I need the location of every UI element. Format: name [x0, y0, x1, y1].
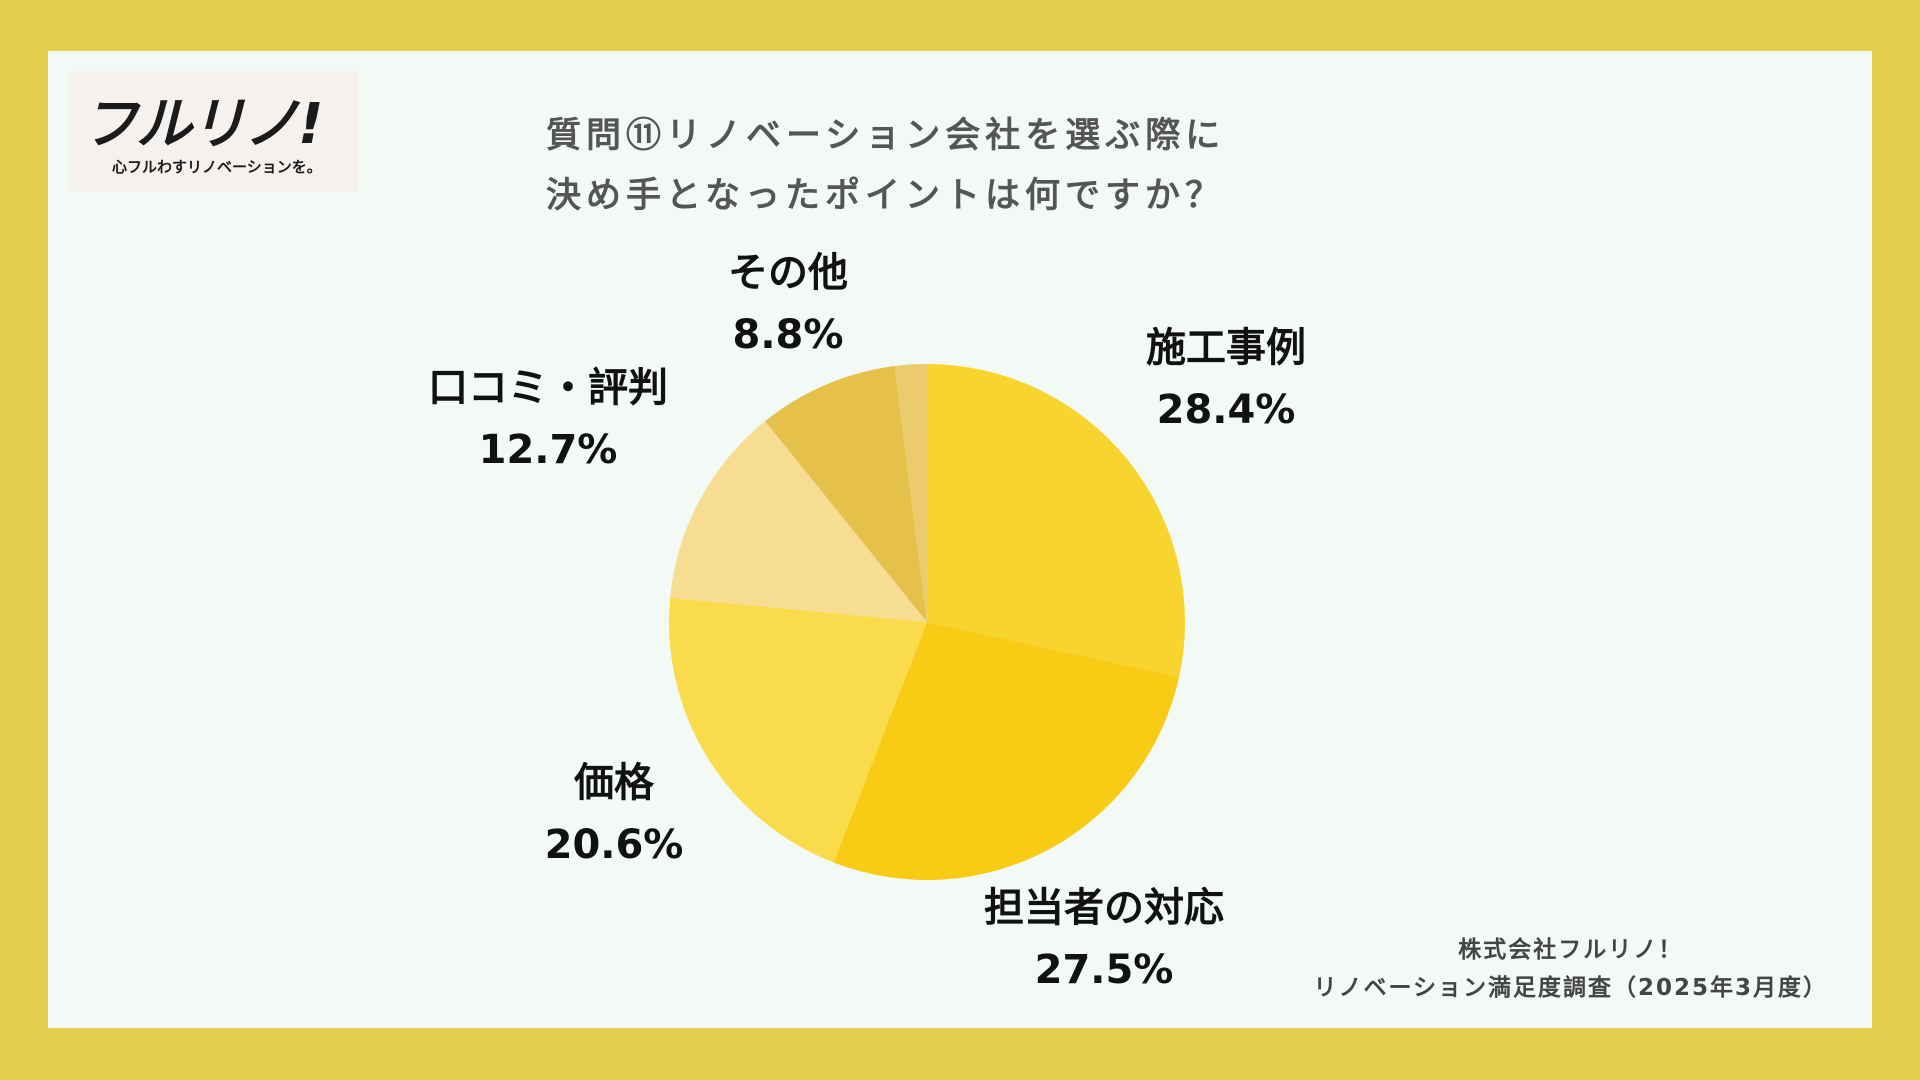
slice-value-3: 20.6%	[545, 822, 684, 868]
slice-label-1: 施工事例	[1146, 325, 1306, 371]
logo-wordmark: フルリノ!	[82, 92, 324, 157]
pie-chart: 施工事例 28.4% 担当者の対応 27.5% 価格 20.6% 口コミ・評判 12.7% その…	[428, 250, 1306, 993]
pie-slices	[669, 364, 1186, 880]
pie-slice-6	[894, 364, 927, 622]
company-logo: フルリノ! 心フルわすリノベーションを。	[68, 71, 358, 191]
chart-title-line-2: 決め手となったポイントは何ですか？	[546, 176, 1225, 216]
slice-value-4: 12.7%	[479, 427, 618, 473]
slice-value-2: 27.5%	[1035, 947, 1174, 993]
source-company: 株式会社フルリノ！	[1458, 937, 1684, 963]
pie-slice-4	[670, 421, 927, 622]
slice-label-2: 担当者の対応	[984, 885, 1224, 931]
slice-value-1: 28.4%	[1157, 387, 1296, 433]
chart-title-line-1: 質問⑪リノベーション会社を選ぶ際に	[546, 116, 1226, 156]
survey-source: 株式会社フルリノ！ リノベーション満足度調査（2025年3月度）	[1313, 931, 1828, 1007]
chart-title: 質問⑪リノベーション会社を選ぶ際に 決め手となったポイントは何ですか？	[48, 106, 1872, 226]
slice-label-4: 口コミ・評判	[428, 365, 668, 411]
source-survey: リノベーション満足度調査（2025年3月度）	[1313, 975, 1828, 1001]
pie-slice-1	[927, 364, 1186, 677]
chart-panel: フルリノ! 心フルわすリノベーションを。 質問⑪リノベーション会社を選ぶ際に 決…	[48, 51, 1872, 1028]
slice-value-5: 8.8%	[733, 312, 844, 358]
slice-label-3: 価格	[573, 760, 655, 806]
slice-label-5: その他	[728, 250, 848, 296]
pie-slice-5	[765, 366, 927, 622]
pie-slice-2	[833, 622, 1180, 880]
pie-slice-3	[669, 597, 927, 863]
pie-labels: 施工事例 28.4% 担当者の対応 27.5% 価格 20.6% 口コミ・評判 12.7% その…	[428, 250, 1306, 993]
logo-tagline: 心フルわすリノベーションを。	[112, 158, 322, 176]
